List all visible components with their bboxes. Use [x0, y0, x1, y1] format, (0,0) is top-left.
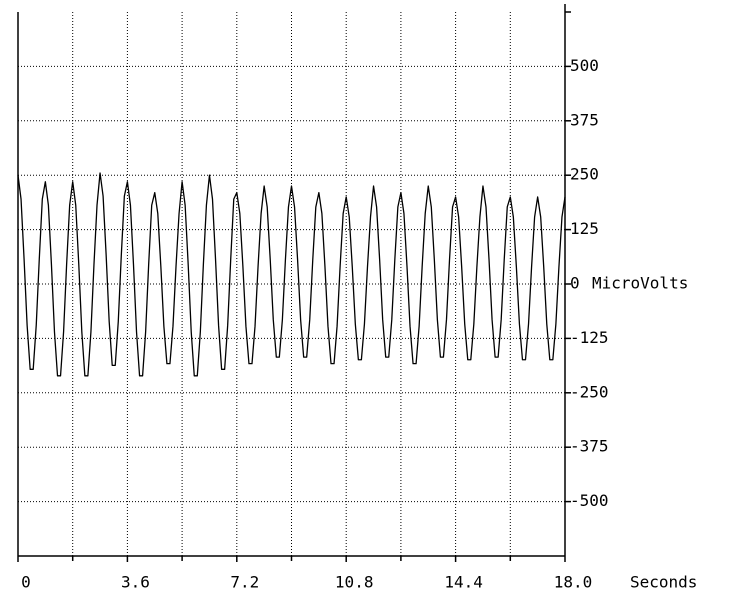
- x-tick-label: 7.2: [230, 573, 259, 592]
- x-tick-label: 3.6: [121, 573, 150, 592]
- y-tick-label: 500: [570, 56, 599, 75]
- y-axis-label: MicroVolts: [592, 274, 688, 293]
- y-tick-label: -375: [570, 437, 609, 456]
- x-tick-label: 14.4: [444, 573, 483, 592]
- y-tick-label: 125: [570, 219, 599, 238]
- y-tick-label: 375: [570, 110, 599, 129]
- signal-line: [17, 172, 566, 377]
- y-tick-label: -500: [570, 491, 609, 510]
- y-tick-label: 0: [570, 274, 580, 293]
- y-tick-label: -125: [570, 328, 609, 347]
- y-tick-label: -250: [570, 382, 609, 401]
- x-tick-label: 0: [21, 573, 31, 592]
- x-tick-label: 18.0: [554, 573, 593, 592]
- x-tick-label: 10.8: [335, 573, 374, 592]
- y-tick-label: 250: [570, 165, 599, 184]
- x-axis-label: Seconds: [630, 573, 697, 592]
